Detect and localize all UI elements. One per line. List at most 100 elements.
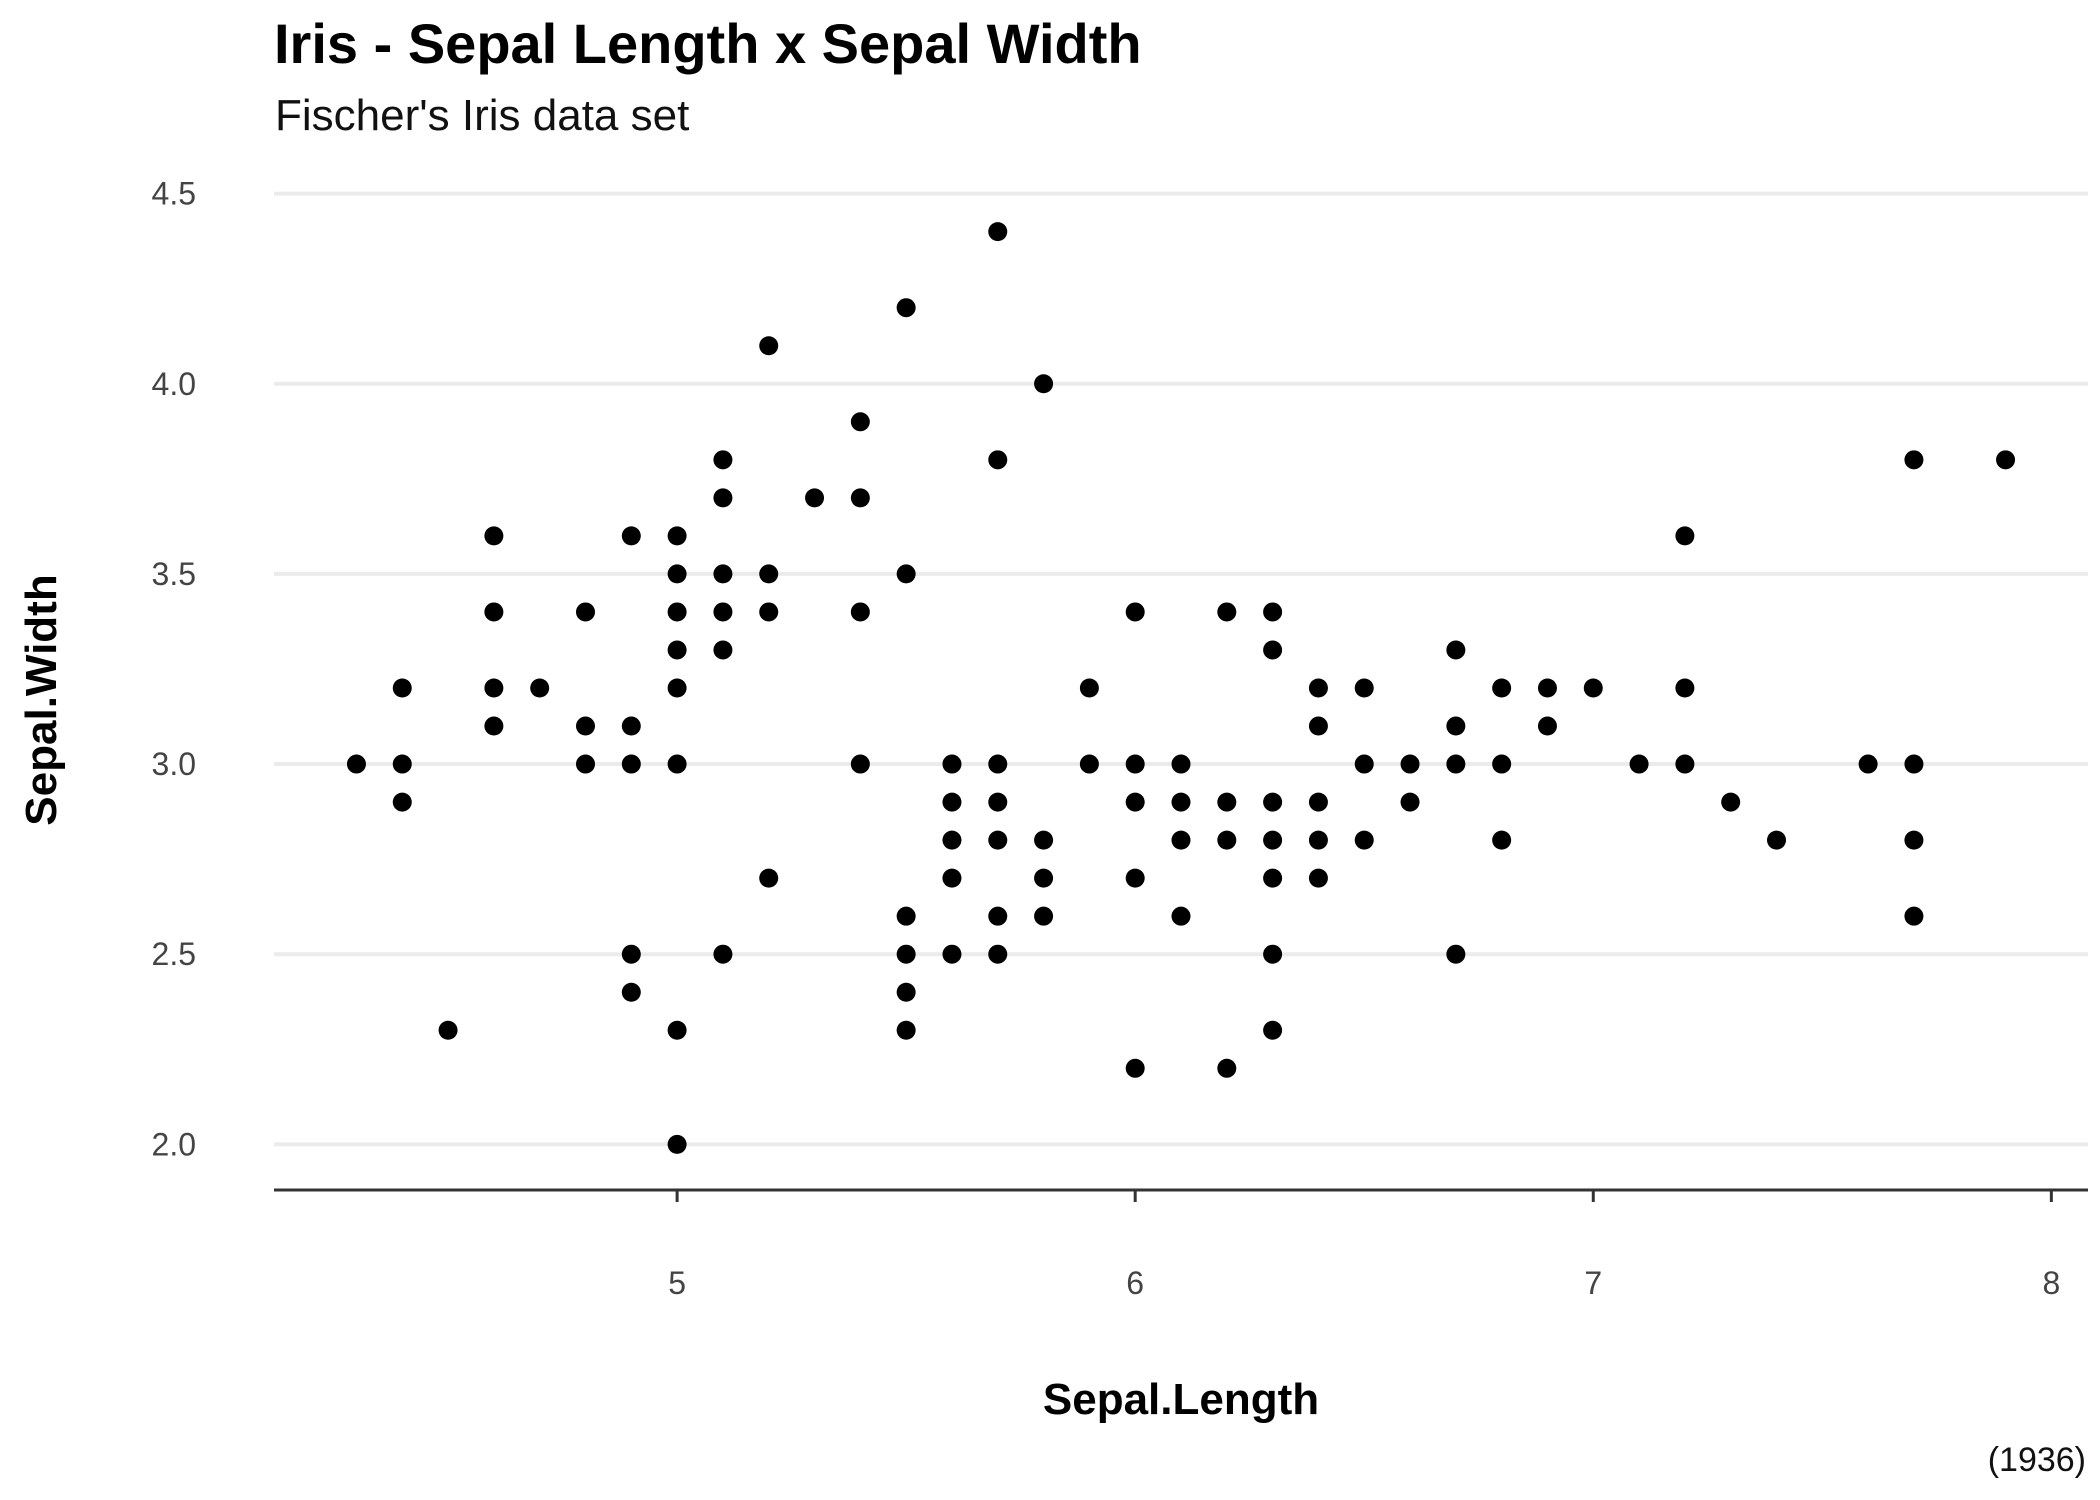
data-point [759,564,779,584]
data-point [759,868,779,888]
data-point [1171,754,1191,774]
data-point [713,450,733,470]
data-point [1400,754,1420,774]
data-point [621,754,641,774]
data-point [713,944,733,964]
gridlines [274,191,2088,1147]
data-point [1904,906,1924,926]
data-point [1171,830,1191,850]
chart-title: Iris - Sepal Length x Sepal Width [274,12,1142,75]
data-point [942,868,962,888]
data-point [988,944,1008,964]
data-point [1675,754,1695,774]
data-point [896,564,916,584]
data-point [392,792,412,812]
data-point [713,602,733,622]
data-point [1400,792,1420,812]
data-point [988,754,1008,774]
data-point [942,830,962,850]
axes: 2.0 2.5 3.0 3.5 4.0 4.5 5 6 7 8 [152,176,2088,1301]
data-point [1263,792,1283,812]
data-point [621,716,641,736]
x-tick-label: 8 [2042,1265,2060,1301]
y-tick-label: 2.5 [152,936,196,972]
data-point [1079,754,1099,774]
data-point [530,678,550,698]
data-point [1125,754,1145,774]
data-point [1034,906,1054,926]
data-point [667,602,687,622]
chart-caption: (1936) [1987,1441,2086,1479]
data-point [1721,792,1741,812]
y-tick-label: 3.5 [152,556,196,592]
data-point [713,564,733,584]
data-point [988,906,1008,926]
y-tick-label: 3.0 [152,746,196,782]
data-points [346,222,2016,1154]
data-point [1217,1058,1237,1078]
data-point [1354,830,1374,850]
data-point [1263,1020,1283,1040]
data-point [1263,640,1283,660]
data-point [667,564,687,584]
data-point [1217,602,1237,622]
data-point [1583,678,1603,698]
data-point [1492,754,1512,774]
x-tick-label: 5 [668,1265,686,1301]
data-point [1904,754,1924,774]
data-point [484,526,504,546]
data-point [1446,640,1466,660]
data-point [1904,450,1924,470]
data-point [1034,374,1054,394]
data-point [805,488,825,508]
data-point [1217,830,1237,850]
data-point [850,602,870,622]
data-point [850,488,870,508]
x-tick-label: 7 [1584,1265,1602,1301]
x-tick-label: 6 [1126,1265,1144,1301]
data-point [713,488,733,508]
data-point [759,336,779,356]
data-point [1492,678,1512,698]
data-point [850,754,870,774]
data-point [1125,868,1145,888]
data-point [1171,792,1191,812]
data-point [1079,678,1099,698]
data-point [667,1134,687,1154]
data-point [1767,830,1787,850]
data-point [621,982,641,1002]
data-point [896,982,916,1002]
data-point [1308,716,1328,736]
data-point [1308,792,1328,812]
data-point [1354,678,1374,698]
y-tick-label: 4.0 [152,366,196,402]
data-point [667,526,687,546]
data-point [1308,830,1328,850]
data-point [1858,754,1878,774]
data-point [484,602,504,622]
data-point [988,222,1008,242]
y-axis-title: Sepal.Width [17,574,66,825]
data-point [1904,830,1924,850]
data-point [1996,450,2016,470]
data-point [1537,716,1557,736]
data-point [988,830,1008,850]
data-point [1263,868,1283,888]
data-point [1308,868,1328,888]
data-point [1629,754,1649,774]
data-point [942,754,962,774]
data-point [621,526,641,546]
data-point [1217,792,1237,812]
data-point [1446,944,1466,964]
data-point [1492,830,1512,850]
data-point [1171,906,1191,926]
data-point [392,678,412,698]
data-point [988,792,1008,812]
data-point [484,678,504,698]
data-point [896,1020,916,1040]
data-point [438,1020,458,1040]
data-point [1537,678,1557,698]
data-point [850,412,870,432]
data-point [484,716,504,736]
data-point [896,944,916,964]
